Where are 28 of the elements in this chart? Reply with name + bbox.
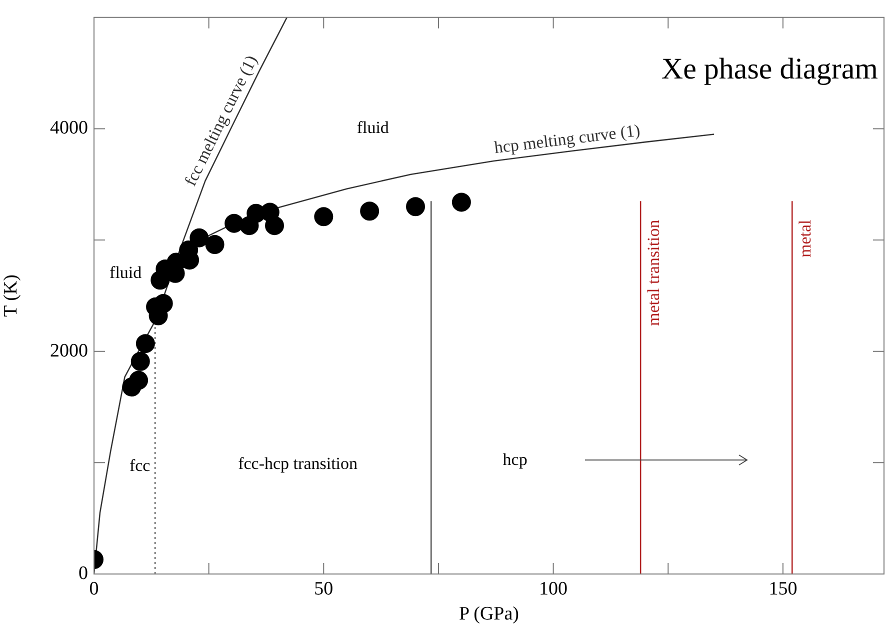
text: metal [796,219,815,258]
text: hcp melting curve (1) [493,120,642,158]
text: metal transition [644,219,664,326]
x-axis-title: P (GPa) [459,604,519,625]
annotation: fluid [356,118,390,138]
annotation: fluid [110,262,142,282]
point [314,207,334,226]
point [129,370,148,390]
point [130,352,150,371]
x-tick-label: 50 [314,578,334,600]
annotation: fcc [129,456,151,476]
y-axis-title: T (K) [0,274,22,317]
point [265,216,284,236]
point [452,192,471,212]
point [224,214,244,233]
x-tick-label: 100 [539,578,568,600]
point [136,334,155,354]
x-tick-label: 150 [768,578,798,600]
point [360,202,380,221]
annotation: fcc-hcp transition [238,454,358,473]
point [205,234,224,254]
text: Xe phase diagram [661,52,878,86]
point [406,197,426,216]
y-tick-label: 2000 [50,340,88,362]
y-tick-label: 4000 [50,118,88,139]
y-tick-label: 0 [78,562,88,584]
annotation: hcp [502,450,528,469]
point [190,228,209,248]
